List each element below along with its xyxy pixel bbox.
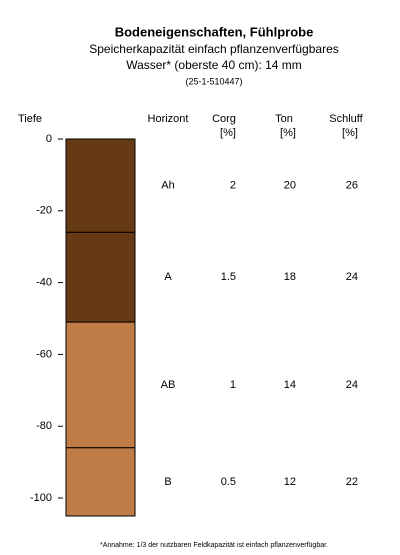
soil-layer: [65, 321, 136, 449]
column-unit: [%]: [342, 127, 358, 139]
chart-title: Bodeneigenschaften, Fühlprobe: [115, 24, 314, 39]
value-label: 22: [346, 476, 358, 488]
horizon-label: B: [164, 476, 171, 488]
soil-layer: [65, 231, 136, 323]
column-unit: [%]: [280, 127, 296, 139]
column-unit: [%]: [220, 127, 236, 139]
y-axis-label: Tiefe: [18, 113, 42, 125]
value-label: 24: [346, 271, 358, 283]
sample-id: (25-1-510447): [185, 76, 242, 86]
y-tick-label: -80: [36, 420, 52, 432]
value-label: 14: [284, 379, 296, 391]
horizon-label: A: [164, 271, 172, 283]
value-label: 18: [284, 271, 296, 283]
column-header: Horizont: [148, 113, 189, 125]
chart-subtitle: Wasser* (oberste 40 cm): 14 mm: [126, 58, 302, 72]
column-header: Ton: [275, 113, 293, 125]
y-tick-label: -100: [30, 492, 52, 504]
y-tick-label: -40: [36, 277, 52, 289]
column-header: Corg: [212, 113, 236, 125]
y-tick-label: -20: [36, 205, 52, 217]
value-label: 12: [284, 476, 296, 488]
value-label: 1: [230, 379, 236, 391]
column-header: Schluff: [329, 113, 363, 125]
value-label: 24: [346, 379, 358, 391]
value-label: 26: [346, 180, 358, 192]
soil-layer: [65, 447, 136, 517]
footnote: *Annahme: 1/3 der nutzbaren Feldkapazitä…: [100, 542, 328, 549]
soil-layer: [65, 138, 136, 233]
horizon-label: Ah: [161, 180, 174, 192]
value-label: 0.5: [221, 476, 236, 488]
chart-subtitle: Speicherkapazität einfach pflanzenverfüg…: [89, 42, 339, 56]
value-label: 1.5: [221, 271, 236, 283]
y-tick-label: -60: [36, 348, 52, 360]
value-label: 2: [230, 180, 236, 192]
value-label: 20: [284, 180, 296, 192]
y-tick-label: 0: [46, 133, 52, 145]
horizon-label: AB: [161, 379, 176, 391]
